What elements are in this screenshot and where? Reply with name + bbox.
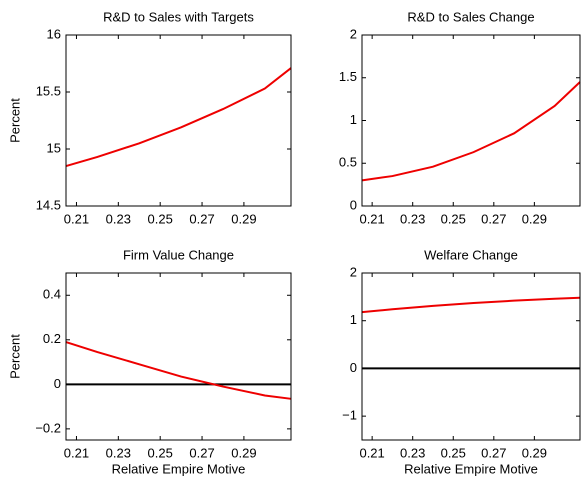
x-tick-label: 0.27 (189, 211, 214, 226)
x-tick-label: 0.27 (189, 445, 214, 460)
x-tick-label: 0.27 (481, 445, 506, 460)
x-tick-label: 0.25 (441, 445, 466, 460)
y-tick-label: 15 (47, 140, 61, 155)
chart-title: Firm Value Change (123, 247, 234, 262)
x-tick-label: 0.23 (106, 211, 131, 226)
axes-box (65, 272, 292, 441)
y-tick-label: −1 (342, 408, 357, 423)
x-tick-label: 0.25 (148, 211, 173, 226)
x-axis-label: Relative Empire Motive (112, 461, 246, 476)
y-tick-label: 0.4 (43, 287, 61, 302)
x-tick-label: 0.29 (522, 445, 547, 460)
y-tick-label: 0 (350, 197, 357, 212)
y-tick-label: 2 (350, 26, 357, 41)
y-tick-label: 14.5 (36, 197, 61, 212)
y-tick-label: 1 (350, 112, 357, 127)
x-tick-label: 0.23 (400, 445, 425, 460)
x-tick-label: 0.23 (400, 211, 425, 226)
y-tick-label: 15.5 (36, 83, 61, 98)
y-tick-label: 1.5 (339, 69, 357, 84)
x-tick-label: 0.29 (522, 211, 547, 226)
x-tick-label: 0.23 (106, 445, 131, 460)
data-line (65, 67, 292, 168)
data-line (361, 296, 581, 314)
data-line (65, 341, 292, 400)
x-tick-label: 0.25 (148, 445, 173, 460)
x-axis-label: Relative Empire Motive (404, 461, 538, 476)
x-tick-label: 0.21 (64, 211, 89, 226)
y-tick-label: 2 (350, 264, 357, 279)
axes-box (361, 272, 581, 441)
x-tick-label: 0.29 (231, 211, 256, 226)
y-tick-label: 0 (54, 376, 61, 391)
x-tick-label: 0.27 (481, 211, 506, 226)
y-tick-label: 1 (350, 312, 357, 327)
chart-title: R&D to Sales Change (407, 9, 534, 24)
x-tick-label: 0.21 (359, 445, 384, 460)
x-tick-label: 0.25 (441, 211, 466, 226)
chart-title: Welfare Change (424, 247, 518, 262)
y-tick-label: 0 (350, 360, 357, 375)
x-tick-label: 0.29 (231, 445, 256, 460)
y-tick-label: 0.5 (339, 155, 357, 170)
data-line (361, 81, 581, 182)
chart-title: R&D to Sales with Targets (103, 9, 254, 24)
x-tick-label: 0.21 (64, 445, 89, 460)
y-tick-label: 16 (47, 26, 61, 41)
axes-box (65, 34, 292, 207)
axes-box (361, 34, 581, 207)
x-tick-label: 0.21 (359, 211, 384, 226)
y-axis-label: Percent (7, 98, 22, 143)
y-axis-label: Percent (7, 334, 22, 379)
y-tick-label: 0.2 (43, 331, 61, 346)
y-tick-label: −0.2 (35, 420, 61, 435)
